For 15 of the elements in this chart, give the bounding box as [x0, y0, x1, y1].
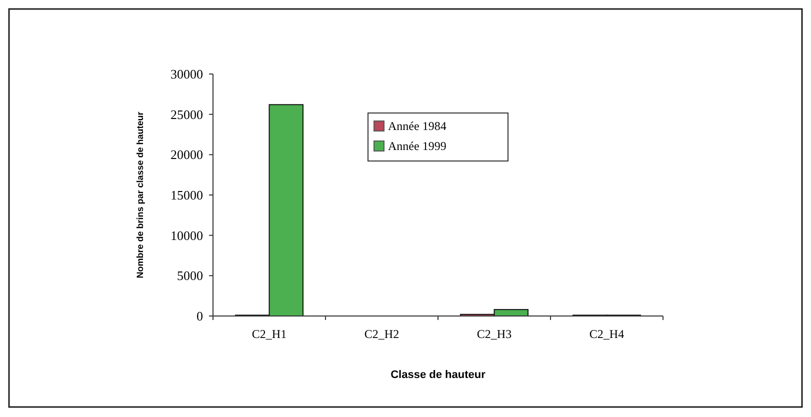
y-tick-label: 10000 [170, 228, 203, 243]
y-axis-title: Nombre de brins par classe de hauteur [135, 111, 145, 278]
y-tick-label: 30000 [170, 66, 203, 82]
x-tick-label: C2_H1 [252, 327, 287, 341]
y-tick-label: 20000 [170, 147, 203, 162]
x-tick-label: C2_H2 [364, 327, 400, 341]
y-tick-label: 25000 [170, 106, 203, 122]
y-tick-label: 15000 [170, 188, 203, 203]
x-tick-label: C2_H3 [476, 327, 512, 341]
legend-label: Année 1984 [388, 119, 446, 134]
y-tick-label: 0 [196, 308, 203, 324]
y-tick-label: 5000 [177, 268, 203, 284]
legend-label: Année 1999 [388, 139, 446, 154]
x-axis-title: Classe de hauteur [390, 369, 486, 381]
x-tick-label: C2_H4 [589, 327, 624, 341]
